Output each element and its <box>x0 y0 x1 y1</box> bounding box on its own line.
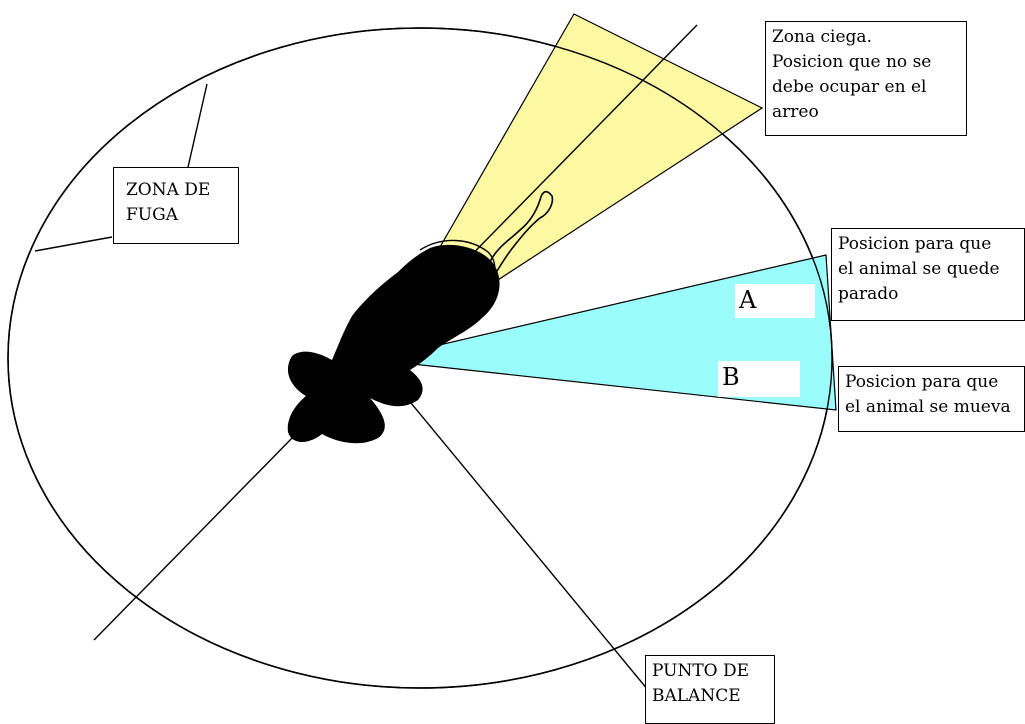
blind-zone-label-line-1: Zona ciega. <box>772 27 872 47</box>
balance-point-label-line-2: BALANCE <box>652 686 741 706</box>
stop-position-label-line-1: Posicion para que <box>838 234 992 254</box>
move-position-label: Posicion para que el animal se mueva <box>838 366 1025 432</box>
blind-zone-label-line-3: debe ocupar en el <box>772 77 927 97</box>
animal-head-detail <box>419 239 496 291</box>
blind-zone-label-line-4: arreo <box>772 102 819 122</box>
balance-point-label: PUNTO DE BALANCE <box>645 655 775 724</box>
stop-position-label-line-2: el animal se quede <box>838 259 1000 279</box>
flight-zone-leader-2 <box>34 236 113 252</box>
flight-zone-leader <box>185 83 208 177</box>
blind-zone-label-line-2: Posicion que no se <box>772 52 932 72</box>
balance-point-label-line-1: PUNTO DE <box>652 661 750 681</box>
flight-zone-ellipse-overlay <box>7 27 833 689</box>
move-position-label-line-1: Posicion para que <box>845 372 999 392</box>
marker-a: A <box>735 284 815 318</box>
animal-silhouette <box>287 244 500 444</box>
flight-zone-label: ZONA DE FUGA <box>113 167 239 244</box>
stop-position-label-line-3: parado <box>838 284 899 304</box>
blind-zone-label: Zona ciega. Posicion que no se debe ocup… <box>765 21 967 136</box>
flight-zone-label-line-2: FUGA <box>126 205 178 225</box>
flight-zone-label-line-1: ZONA DE <box>126 180 211 200</box>
marker-b: B <box>718 361 800 397</box>
move-position-label-line-2: el animal se mueva <box>845 397 1011 417</box>
stop-position-label: Posicion para que el animal se quede par… <box>831 228 1025 321</box>
animal-head-outline <box>487 190 554 280</box>
balance-point-line <box>391 379 649 691</box>
